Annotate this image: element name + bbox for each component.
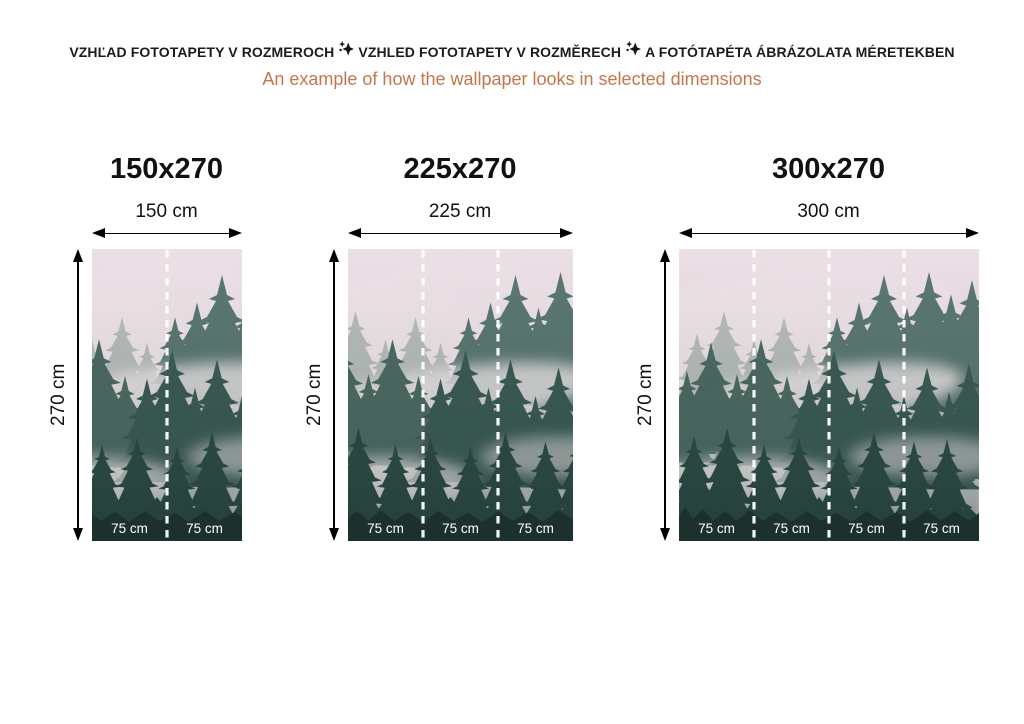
width-arrow <box>91 227 242 240</box>
title-segment-hu: A FOTÓTAPÉTA ÁBRÁZOLATA MÉRETEKBEN <box>645 44 955 60</box>
wallpaper-preview-image: 75 cm 75 cm 75 cm 75 cm <box>679 249 979 541</box>
segment-width-label: 75 cm <box>367 521 404 536</box>
page-header: VZHĽAD FOTOTAPETY V ROZMEROCH VZHLED FOT… <box>0 41 1024 90</box>
multilingual-title: VZHĽAD FOTOTAPETY V ROZMEROCH VZHLED FOT… <box>0 41 1024 60</box>
segment-width-label: 75 cm <box>517 521 554 536</box>
title-segment-sk: VZHĽAD FOTOTAPETY V ROZMEROCH <box>69 44 335 60</box>
sparkle-star-icon <box>339 41 355 56</box>
segment-width-label: 75 cm <box>186 521 223 536</box>
width-dimension-label: 300 cm <box>797 200 860 222</box>
height-dimension-label: 270 cm <box>303 363 325 427</box>
title-segment-cz: VZHLED FOTOTAPETY V ROZMĚRECH <box>358 44 622 60</box>
height-arrow <box>72 248 85 541</box>
segment-width-label: 75 cm <box>111 521 148 536</box>
width-arrow <box>347 227 573 240</box>
panel-title: 300x270 <box>772 153 885 185</box>
height-dimension-label: 270 cm <box>634 363 656 427</box>
segment-width-label: 75 cm <box>698 521 735 536</box>
height-dimension-label: 270 cm <box>47 363 69 427</box>
sparkle-star-icon <box>626 41 642 56</box>
panel-300x270: 300x270 300 cm 270 cm 75 cm 75 cm 75 cm 75 … <box>633 153 979 541</box>
panel-title: 150x270 <box>110 153 223 185</box>
width-dimension-label: 150 cm <box>135 200 198 222</box>
panel-title: 225x270 <box>403 153 517 185</box>
segment-width-label: 75 cm <box>442 521 479 536</box>
segment-width-label: 75 cm <box>923 521 960 536</box>
segment-width-label: 75 cm <box>773 521 810 536</box>
width-dimension-label: 225 cm <box>428 200 492 222</box>
wallpaper-preview-image: 75 cm 75 cm <box>92 249 242 541</box>
subtitle-english: An example of how the wallpaper looks in… <box>262 69 762 89</box>
wallpaper-preview-image: 75 cm 75 cm 75 cm <box>348 249 573 541</box>
width-arrow <box>678 227 979 240</box>
segment-width-label: 75 cm <box>848 521 885 536</box>
panel-225x270: 225x270 225 cm 270 cm 75 cm 75 cm 75 cm <box>302 153 573 541</box>
panel-150x270: 150x270 150 cm 270 cm 75 cm 75 cm <box>46 153 242 541</box>
dimension-panels: 150x270 150 cm 270 cm 75 cm 75 cm 225x270… <box>0 153 1024 541</box>
height-arrow <box>659 248 672 541</box>
height-arrow <box>328 248 341 541</box>
